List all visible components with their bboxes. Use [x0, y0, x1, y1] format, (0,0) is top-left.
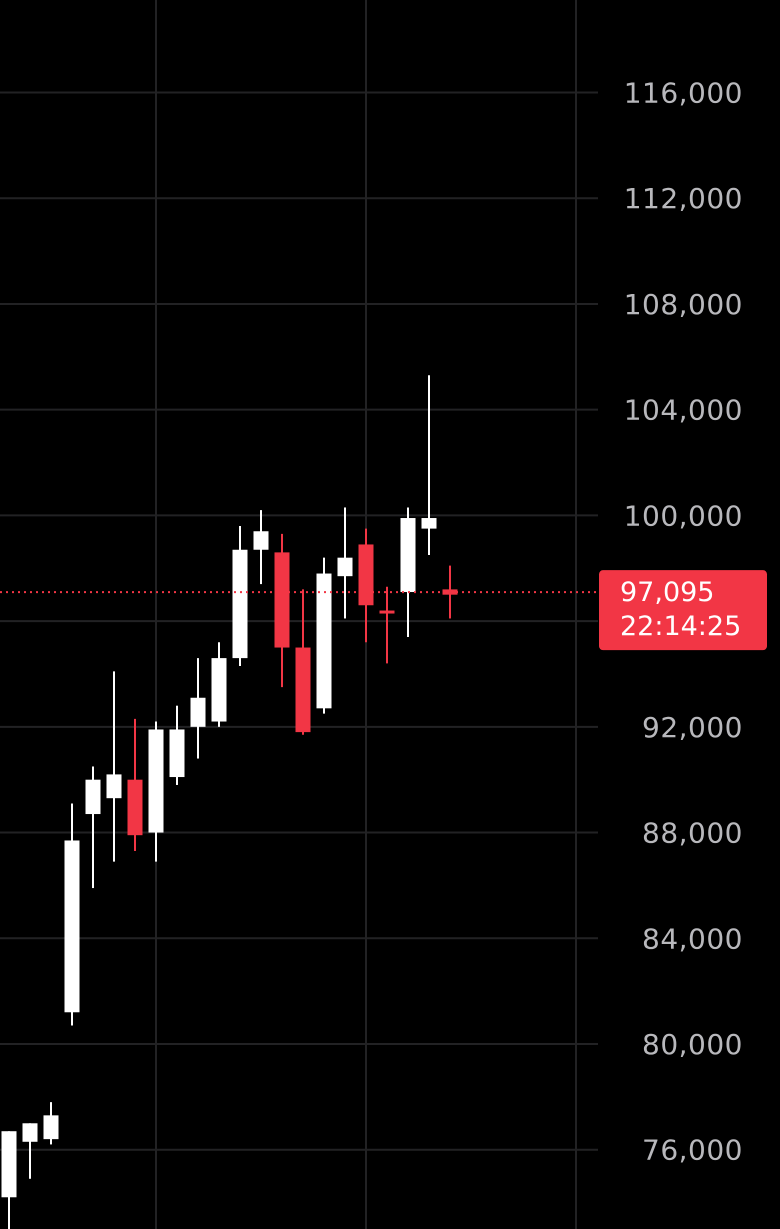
candle[interactable] — [232, 525, 248, 667]
candle-body — [358, 544, 374, 606]
candle-body — [43, 1115, 59, 1140]
price-axis-tick-label: 112,000 — [624, 182, 743, 215]
candle[interactable] — [85, 766, 101, 889]
price-axis-tick-label: 76,000 — [642, 1134, 743, 1167]
price-axis[interactable]: 76,000 80,000 84,000 88,000 92,000 100,000 104… — [624, 77, 743, 1167]
candle[interactable] — [274, 533, 290, 688]
candle-body — [106, 774, 122, 799]
current-price-label: 97,095 22:14:25 — [599, 570, 767, 651]
candle[interactable] — [106, 671, 122, 862]
candle-body — [253, 531, 269, 550]
candle-body — [127, 779, 143, 836]
candle-body — [316, 573, 332, 709]
candle-body — [148, 729, 164, 833]
price-axis-tick-label: 92,000 — [642, 711, 743, 744]
price-axis-tick-label: 84,000 — [642, 922, 743, 955]
candle-body — [421, 518, 437, 529]
price-axis-tick-label: 100,000 — [624, 499, 743, 532]
price-axis-tick-label: 116,000 — [624, 77, 743, 110]
candle-body — [400, 518, 416, 593]
candle[interactable] — [421, 375, 437, 556]
candle-body — [211, 658, 227, 722]
candle-countdown-timer: 22:14:25 — [620, 611, 741, 642]
candle[interactable] — [253, 510, 269, 585]
candle[interactable] — [169, 705, 185, 785]
price-axis-tick-label: 108,000 — [624, 288, 743, 321]
candle-body — [22, 1123, 38, 1142]
candle[interactable] — [1, 1131, 17, 1229]
candle-body — [190, 697, 206, 727]
candle[interactable] — [43, 1102, 59, 1145]
candles-layer — [1, 375, 458, 1229]
candle[interactable] — [211, 642, 227, 727]
price-axis-tick-label: 104,000 — [624, 394, 743, 427]
candle[interactable] — [337, 507, 353, 619]
price-axis-tick-label: 80,000 — [642, 1028, 743, 1061]
price-axis-tick-label: 88,000 — [642, 817, 743, 850]
candle-body — [85, 779, 101, 815]
candle[interactable] — [127, 718, 143, 852]
candle-body — [379, 610, 395, 614]
candle[interactable] — [190, 658, 206, 759]
candle-body — [1, 1131, 17, 1198]
candle[interactable] — [295, 589, 311, 735]
candle-body — [232, 549, 248, 659]
candle-body — [169, 729, 185, 778]
candle-body — [295, 647, 311, 733]
candle-body — [337, 557, 353, 577]
candle[interactable] — [148, 721, 164, 862]
candle[interactable] — [316, 557, 332, 714]
candle[interactable] — [358, 528, 374, 643]
current-price-label-background — [599, 570, 767, 651]
candle-body — [64, 840, 80, 1013]
candle[interactable] — [22, 1123, 38, 1179]
candle-body — [274, 552, 290, 648]
current-price-value: 97,095 — [620, 577, 714, 608]
candle[interactable] — [64, 803, 80, 1026]
candle[interactable] — [379, 586, 395, 664]
grid-layer — [0, 0, 598, 1229]
candle[interactable] — [400, 507, 416, 637]
